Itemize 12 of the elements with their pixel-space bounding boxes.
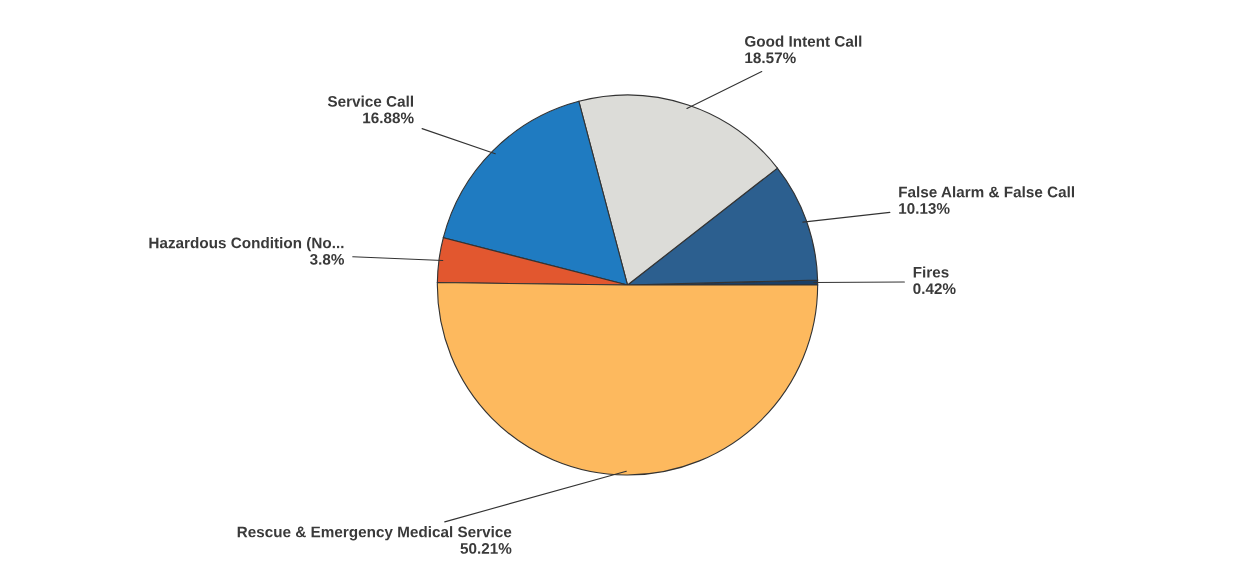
slice-label: False Alarm & False Call [899,186,1075,198]
slice-label: Service Call [327,95,413,107]
data-label: 18.57% [745,52,796,64]
slice-label: Hazardous Condition (No... [149,237,344,252]
data-label: 3.8% [309,253,345,265]
slice-label: Good Intent Call [745,35,862,47]
data-label: 50.21% [460,543,512,554]
data-label: 0.42% [913,283,956,295]
data-label: 10.13% [899,203,950,214]
slice-label: Fires [913,266,949,278]
data-label: 16.88% [363,112,414,124]
slice-label: Rescue & Emergency Medical Service [237,526,512,541]
